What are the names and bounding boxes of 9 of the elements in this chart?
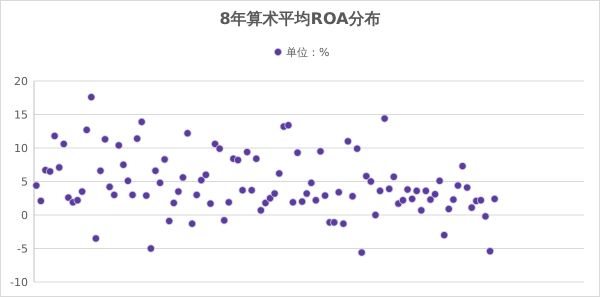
chart-title: 8年算术平均ROA分布 [219,9,381,28]
y-tick-label: 15 [14,108,28,122]
y-tick-label: -10 [10,276,28,289]
y-tick-label: 10 [14,142,28,155]
legend-label: 单位：% [286,46,330,59]
y-tick-label: -5 [17,242,28,256]
y-tick-label: 0 [21,208,28,222]
y-tick-label: 5 [21,175,28,188]
y-tick-label: 20 [14,74,28,88]
